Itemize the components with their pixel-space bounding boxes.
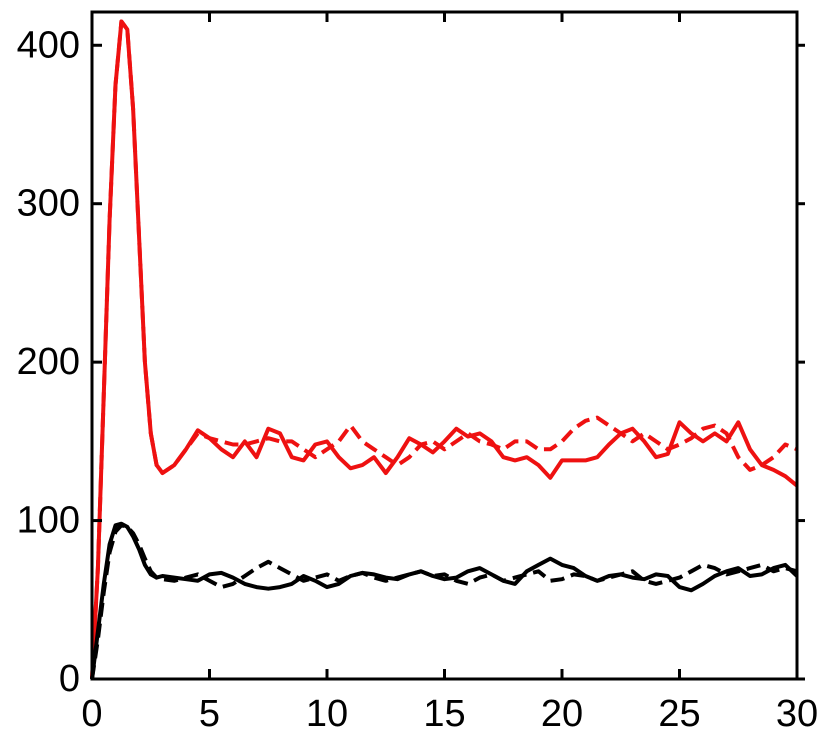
x-tick-label: 25 (658, 693, 700, 735)
x-tick-label: 15 (423, 693, 465, 735)
x-tick-label: 0 (81, 693, 102, 735)
y-tick-label: 100 (17, 500, 80, 542)
data-line (90, 523, 798, 680)
y-tick-label: 400 (17, 24, 80, 66)
x-tick-label: 20 (541, 693, 583, 735)
x-tick-label: 5 (199, 693, 220, 735)
data-line (90, 521, 799, 680)
x-tick-label: 10 (306, 693, 348, 735)
y-tick-label: 200 (17, 341, 80, 383)
y-tick-label: 300 (17, 183, 80, 225)
y-tick-label: 0 (59, 658, 80, 700)
x-tick-label: 30 (776, 693, 818, 735)
data-line (90, 19, 798, 680)
